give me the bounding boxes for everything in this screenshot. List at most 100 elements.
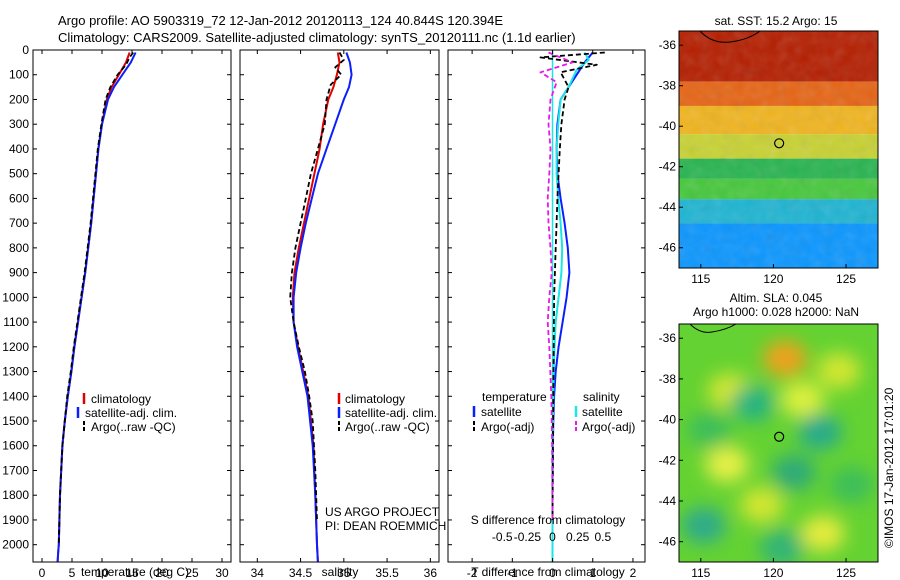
temperature-x-ticks: 0 5 10 15 20 25 30 bbox=[39, 50, 229, 580]
lat-tick-label: -40 bbox=[659, 119, 677, 133]
coastline-contour bbox=[699, 31, 761, 43]
s-difference-tick-label: 0.25 bbox=[566, 530, 590, 544]
lat-tick-label: -44 bbox=[659, 200, 677, 214]
lon-tick-label: 125 bbox=[836, 566, 856, 580]
argo-float-marker bbox=[774, 431, 785, 442]
temperature-x-label: temperature (deg C) bbox=[81, 565, 189, 579]
series-line-satellite-adj-clim bbox=[292, 52, 353, 562]
imos-timestamp: ©IMOS 17-Jan-2012 17:01:20 bbox=[882, 387, 896, 548]
figure-subtitle: Climatology: CARS2009. Satellite-adjuste… bbox=[58, 30, 576, 45]
argo-float-marker bbox=[774, 138, 785, 149]
lat-tick-label: -38 bbox=[659, 372, 677, 386]
sla-map-title: Altim. SLA: 0.045 bbox=[730, 291, 823, 305]
x-tick-label: 1 bbox=[589, 566, 596, 580]
x-tick-label: -2 bbox=[467, 566, 478, 580]
x-tick-label: 0 bbox=[39, 566, 46, 580]
lon-tick-label: 115 bbox=[691, 566, 710, 580]
t-difference-x-ticks: -2 -1 0 1 2 bbox=[467, 50, 637, 580]
x-tick-label: 0 bbox=[549, 566, 556, 580]
sla-eddy bbox=[739, 487, 784, 524]
sla-eddy bbox=[771, 454, 816, 491]
sst-map: sat. SST: 15.2 Argo: 15 115 120 125 -36 -38… bbox=[659, 14, 879, 286]
sla-eddy bbox=[800, 515, 845, 552]
x-tick-label: 34 bbox=[251, 566, 265, 580]
sla-eddy bbox=[687, 411, 732, 448]
sla-lat-ticks: -36 -38 -40 -42 -44 -46 bbox=[659, 331, 683, 549]
figure-title: Argo profile: AO 5903319_72 12-Jan-2012 … bbox=[58, 13, 503, 28]
legend-label-t-argo: Argo(-adj) bbox=[481, 420, 534, 434]
temperature-panel: 0 5 10 15 20 25 30 0 100 200 300 400 500 600 700 800 90… bbox=[2, 43, 232, 580]
lat-tick-label: -36 bbox=[659, 331, 677, 345]
x-tick-label: -1 bbox=[507, 566, 518, 580]
salinity-x-ticks: 34 34.5 35 35.5 36 bbox=[251, 50, 438, 580]
sst-map-frame bbox=[678, 30, 879, 269]
x-tick-label: 35.5 bbox=[375, 566, 399, 580]
s-difference-tick-label: 0 bbox=[549, 530, 556, 544]
sla-eddy bbox=[816, 352, 861, 389]
legend-label-climatology: climatology bbox=[91, 392, 151, 406]
lat-tick-label: -46 bbox=[659, 241, 677, 255]
s-difference-inner-ticks: -0.5 -0.25 0 0.25 0.5 bbox=[492, 530, 612, 544]
sla-eddy bbox=[704, 446, 749, 483]
lat-tick-label: -42 bbox=[659, 160, 677, 174]
sst-texture bbox=[679, 31, 878, 268]
legend-label-t-satellite: satellite bbox=[481, 405, 522, 419]
pi-credit: PI: DEAN ROEMMICH bbox=[325, 519, 446, 533]
sla-eddy bbox=[760, 529, 805, 562]
sst-lat-ticks: -36 -38 -40 -42 -44 -46 bbox=[659, 38, 683, 255]
depth-tick-label: 700 bbox=[9, 216, 29, 230]
s-difference-tick-label: -0.5 bbox=[492, 530, 513, 544]
depth-tick-label: 2000 bbox=[2, 538, 29, 552]
sla-eddy bbox=[829, 466, 874, 503]
salinity-y-ticks bbox=[240, 49, 439, 546]
lat-tick-label: -40 bbox=[659, 413, 677, 427]
difference-y-ticks bbox=[448, 49, 645, 546]
temperature-legend: climatology satellite-adj. clim. Argo(..… bbox=[76, 392, 177, 434]
salinity-panel-frame bbox=[239, 49, 440, 563]
x-tick-label: 5 bbox=[69, 566, 76, 580]
depth-tick-label: 800 bbox=[9, 241, 29, 255]
sla-map-frame bbox=[678, 323, 879, 563]
salinity-series bbox=[289, 52, 353, 562]
temperature-series bbox=[56, 51, 137, 562]
lon-tick-label: 125 bbox=[836, 272, 856, 286]
lat-tick-label: -36 bbox=[659, 38, 677, 52]
series-line-argo-adj bbox=[539, 51, 574, 521]
legend-header-temperature: temperature bbox=[482, 390, 547, 404]
series-line-satellite-adj-clim bbox=[56, 52, 137, 562]
s-difference-tick-label: -0.25 bbox=[514, 530, 542, 544]
legend-header-salinity: salinity bbox=[583, 390, 620, 404]
depth-tick-label: 300 bbox=[9, 117, 29, 131]
sla-eddy bbox=[797, 413, 842, 450]
depth-tick-label: 600 bbox=[9, 191, 29, 205]
difference-series bbox=[539, 50, 605, 562]
x-tick-label: 25 bbox=[185, 566, 199, 580]
legend-label-s-argo: Argo(-adj) bbox=[582, 420, 635, 434]
depth-tick-label: 1900 bbox=[2, 513, 29, 527]
depth-tick-label: 100 bbox=[9, 68, 29, 82]
series-line-argo-raw-qc bbox=[57, 51, 134, 545]
difference-legend: temperature salinity satellite Argo(-adj… bbox=[472, 390, 635, 434]
legend-label-argo: Argo(..raw -QC) bbox=[91, 420, 176, 434]
legend-label-satellite: satellite-adj. clim. bbox=[85, 406, 177, 420]
depth-tick-label: 900 bbox=[9, 266, 29, 280]
x-tick-label: 20 bbox=[155, 566, 169, 580]
project-credit: US ARGO PROJECT bbox=[325, 505, 440, 519]
depth-tick-label: 1500 bbox=[2, 414, 29, 428]
difference-panel: -2 -1 0 1 2 -0.5 -0.25 0 0.25 0.5 S difference f… bbox=[447, 49, 646, 580]
s-difference-label: S difference from climatology bbox=[471, 513, 626, 527]
lat-tick-label: -46 bbox=[659, 535, 677, 549]
depth-tick-label: 400 bbox=[9, 142, 29, 156]
depth-tick-label: 500 bbox=[9, 167, 29, 181]
x-tick-label: 15 bbox=[125, 566, 139, 580]
sst-map-title: sat. SST: 15.2 Argo: 15 bbox=[715, 14, 838, 28]
legend-label-argo: Argo(..raw -QC) bbox=[345, 420, 430, 434]
depth-tick-label: 1100 bbox=[3, 315, 29, 329]
x-tick-label: 36 bbox=[424, 566, 438, 580]
sla-map-subtitle: Argo h1000: 0.028 h2000: NaN bbox=[693, 305, 859, 319]
depth-tick-label: 0 bbox=[22, 43, 29, 57]
sla-eddy bbox=[780, 381, 825, 418]
x-tick-label: 30 bbox=[215, 566, 229, 580]
depth-tick-label: 1400 bbox=[2, 389, 29, 403]
